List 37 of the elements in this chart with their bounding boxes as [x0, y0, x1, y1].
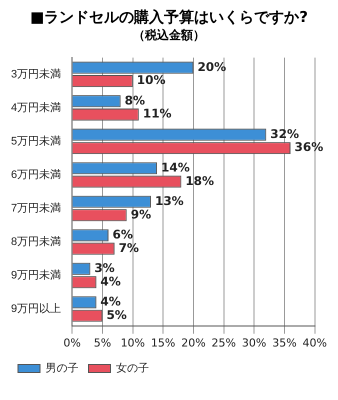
data-label: 18% — [185, 174, 214, 188]
data-label: 6% — [112, 227, 133, 242]
data-label: 7% — [118, 240, 139, 255]
data-label: 13% — [154, 194, 184, 208]
x-tick-label: 35% — [272, 336, 297, 350]
y-tick-label: 6万円未満 — [10, 168, 62, 181]
data-label: 3% — [94, 260, 115, 275]
data-label: 14% — [161, 160, 190, 174]
x-tick-label: 5% — [94, 336, 112, 350]
x-tick-label: 15% — [150, 336, 176, 350]
legend-label: 女の子 — [116, 362, 149, 375]
data-label: 4% — [100, 294, 121, 308]
chart-title: ■ランドセルの購入予算はいくらですか? — [29, 8, 309, 27]
data-label: 5% — [106, 308, 127, 322]
y-tick-label: 4万円未満 — [10, 100, 62, 114]
y-tick-label: 3万円未満 — [10, 67, 62, 80]
y-tick-label: 9万円未満 — [10, 268, 62, 282]
x-tick-label: 0% — [63, 336, 81, 350]
x-tick-label: 10% — [120, 336, 146, 350]
y-tick-label: 9万円以上 — [10, 302, 62, 316]
legend-label: 男の子 — [46, 362, 78, 375]
data-label: 36% — [294, 140, 324, 154]
x-tick-label: 30% — [242, 336, 266, 350]
data-label: 9% — [130, 207, 152, 222]
x-tick-label: 40% — [302, 336, 327, 350]
x-tick-label: 20% — [181, 336, 206, 350]
y-tick-label: 8万円未満 — [10, 235, 62, 248]
y-tick-label: 5万円未満 — [10, 134, 62, 148]
data-label: 11% — [142, 106, 172, 121]
data-label: 4% — [100, 274, 121, 288]
data-label: 32% — [270, 126, 299, 141]
data-label: 10% — [136, 73, 166, 88]
chart-subtitle: （税込金額） — [132, 27, 206, 44]
data-label: 20% — [197, 60, 226, 74]
y-tick-label: 7万円未満 — [10, 201, 62, 214]
x-tick-label: 25% — [212, 336, 236, 350]
data-label: 8% — [124, 93, 146, 108]
